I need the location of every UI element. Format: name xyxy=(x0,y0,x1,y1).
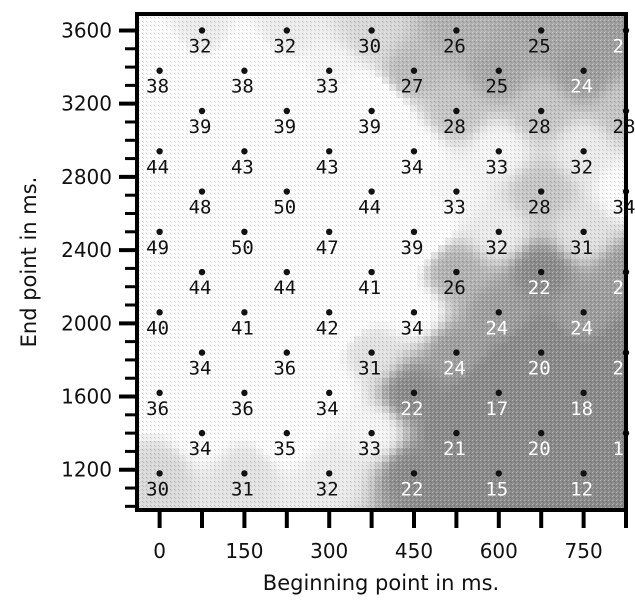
data-point-label: 32 xyxy=(189,35,212,57)
data-point-label: 24 xyxy=(613,35,635,57)
data-point-label: 27 xyxy=(401,76,424,98)
data-point-marker xyxy=(538,27,545,34)
data-point-label: 39 xyxy=(189,116,212,138)
data-point-label: 25 xyxy=(528,35,551,57)
data-point-marker xyxy=(495,67,503,74)
data-point-label: 25 xyxy=(485,76,508,98)
data-point-marker xyxy=(410,67,418,74)
data-point-marker xyxy=(453,27,460,34)
data-point-marker xyxy=(198,107,206,115)
texture-overlay xyxy=(137,14,626,510)
data-point-label: 33 xyxy=(316,76,339,98)
data-point-label: 30 xyxy=(358,35,381,57)
data-point-marker xyxy=(156,67,163,74)
data-point-marker xyxy=(198,27,206,34)
data-point-label: 38 xyxy=(231,76,254,98)
data-point-label: 24 xyxy=(570,76,593,98)
data-point-label: 32 xyxy=(273,35,296,57)
data-point-marker xyxy=(283,27,291,34)
data-point-marker xyxy=(326,67,333,74)
data-point-label: 26 xyxy=(443,35,466,57)
data-point-marker xyxy=(368,27,375,34)
data-point-label: 38 xyxy=(146,76,169,98)
data-point-marker xyxy=(241,67,248,74)
data-point-marker xyxy=(580,67,587,74)
